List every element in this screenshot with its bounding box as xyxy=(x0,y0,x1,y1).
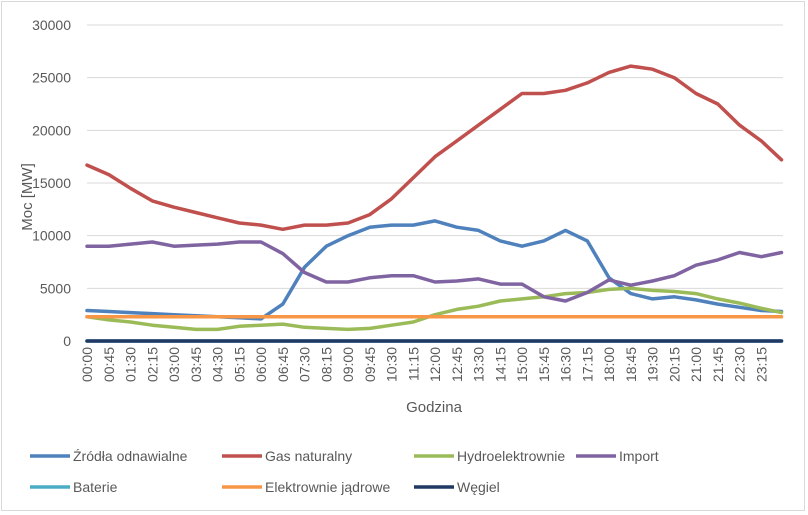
x-tick-label: 09:45 xyxy=(362,347,378,382)
y-axis-ticks: 0 5000 10000 15000 20000 25000 30000 xyxy=(32,17,71,349)
y-tick-label: 10000 xyxy=(32,228,71,244)
x-tick-label: 20:15 xyxy=(666,347,682,382)
x-tick-label: 05:15 xyxy=(231,347,247,382)
x-tick-label: 08:15 xyxy=(318,347,334,382)
x-tick-label: 01:30 xyxy=(123,347,139,382)
x-tick-label: 02:15 xyxy=(144,347,160,382)
x-tick-label: 04:30 xyxy=(210,347,226,382)
x-tick-label: 21:45 xyxy=(710,347,726,382)
x-tick-label: 15:00 xyxy=(514,347,530,382)
x-tick-label: 21:00 xyxy=(688,347,704,382)
legend-label: Źródła odnawialne xyxy=(73,448,188,464)
series-line-import xyxy=(85,240,784,303)
x-tick-label: 22:30 xyxy=(732,347,748,382)
x-tick-label: 23:15 xyxy=(753,347,769,382)
legend: Źródła odnawialne Gas naturalny Hydroelekt… xyxy=(30,448,659,495)
x-tick-label: 12:00 xyxy=(427,347,443,382)
x-tick-label: 18:00 xyxy=(601,347,617,382)
x-tick-label: 18:45 xyxy=(623,347,639,382)
x-tick-label: 03:00 xyxy=(166,347,182,382)
x-tick-label: 17:15 xyxy=(579,347,595,382)
x-tick-label: 13:30 xyxy=(471,347,487,382)
x-tick-label: 10:30 xyxy=(384,347,400,382)
x-tick-label: 03:45 xyxy=(188,347,204,382)
x-tick-label: 06:45 xyxy=(275,347,291,382)
y-tick-label: 20000 xyxy=(32,122,71,138)
y-tick-label: 15000 xyxy=(32,175,71,191)
legend-label: Import xyxy=(619,448,659,464)
legend-label: Baterie xyxy=(73,479,118,495)
x-axis-ticks: 00:00 00:45 01:30 02:15 03:00 03:45 04:30 05:15… xyxy=(79,347,769,382)
legend-label: Węgiel xyxy=(457,479,500,495)
y-axis-label: Moc [MW] xyxy=(19,163,36,231)
x-tick-label: 00:45 xyxy=(101,347,117,382)
x-tick-label: 00:00 xyxy=(79,347,95,382)
legend-label: Elektrownie jądrowe xyxy=(265,479,390,495)
y-tick-label: 0 xyxy=(63,333,71,349)
series-lines xyxy=(85,64,784,343)
series-line-gas-naturalny xyxy=(85,64,784,232)
x-axis-label: Godzina xyxy=(406,399,463,416)
x-tick-label: 11:15 xyxy=(405,347,421,381)
x-tick-label: 16:30 xyxy=(558,347,574,382)
x-tick-label: 19:30 xyxy=(645,347,661,382)
legend-label: Hydroelektrownie xyxy=(457,448,565,464)
x-tick-label: 09:00 xyxy=(340,347,356,382)
series-line-hydroelektrownie xyxy=(85,286,784,332)
legend-label: Gas naturalny xyxy=(265,448,352,464)
x-tick-label: 07:30 xyxy=(297,347,313,382)
y-tick-label: 5000 xyxy=(40,280,71,296)
x-tick-label: 12:45 xyxy=(449,347,465,382)
x-tick-label: 14:15 xyxy=(492,347,508,382)
x-tick-label: 15:45 xyxy=(536,347,552,382)
x-tick-label: 06:00 xyxy=(253,347,269,382)
y-tick-label: 30000 xyxy=(32,17,71,33)
y-tick-label: 25000 xyxy=(32,70,71,86)
